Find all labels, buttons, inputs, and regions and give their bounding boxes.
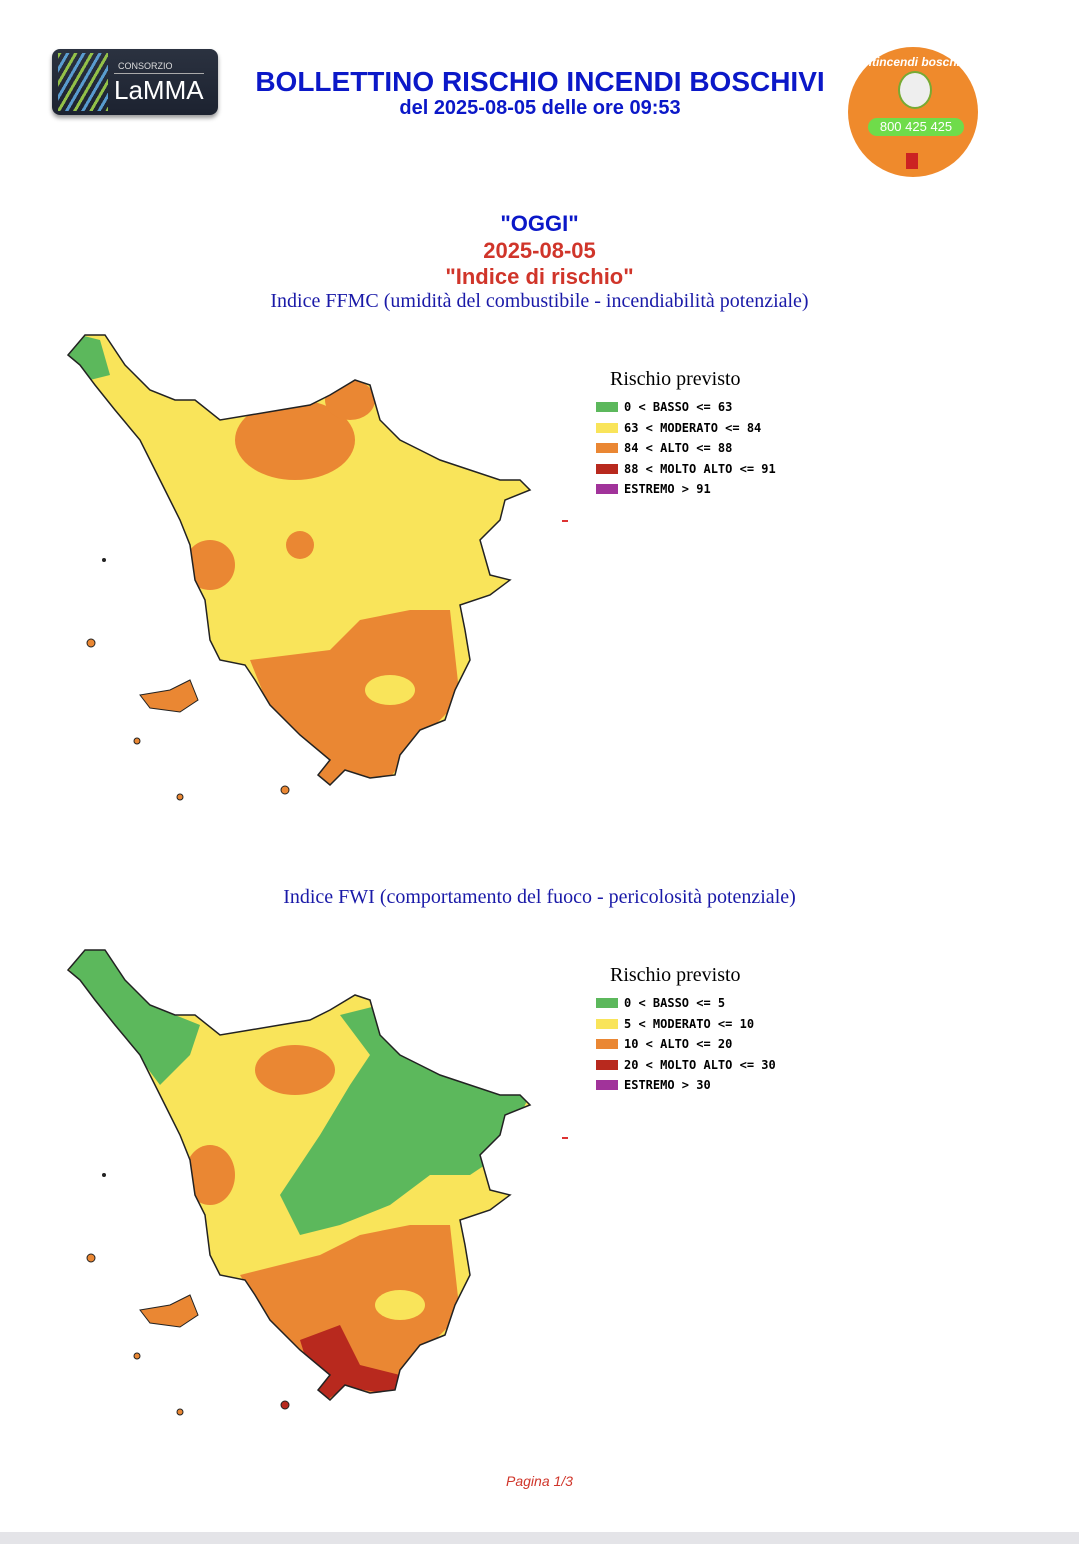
index-heading: "Indice di rischio" bbox=[445, 264, 634, 289]
ffmc-title: Indice FFMC (umidità del combustibile - … bbox=[270, 290, 809, 312]
legend-item-molto-alto: 88 < MOLTO ALTO <= 91 bbox=[596, 459, 776, 480]
legend-item-basso: 0 < BASSO <= 63 bbox=[596, 397, 776, 418]
isola-elba bbox=[139, 679, 199, 713]
ffmc-map bbox=[67, 334, 531, 801]
island bbox=[86, 1253, 96, 1263]
region-alto bbox=[235, 400, 355, 480]
isola-elba bbox=[139, 1294, 199, 1328]
region-alto bbox=[185, 1145, 235, 1205]
page-number: Pagina 1/3 bbox=[506, 1473, 573, 1489]
island bbox=[86, 638, 96, 648]
island bbox=[102, 1173, 106, 1177]
region-moderato bbox=[68, 335, 530, 785]
island bbox=[280, 785, 290, 795]
island bbox=[176, 793, 184, 801]
logo-consorzio: CONSORZIO bbox=[118, 61, 173, 71]
legend-item-alto: 84 < ALTO <= 88 bbox=[596, 438, 776, 459]
antincendi-badge: Antincendi boschivi 800 425 425 bbox=[848, 47, 978, 177]
island bbox=[133, 1352, 141, 1360]
island bbox=[133, 737, 141, 745]
legend-item-basso: 0 < BASSO <= 5 bbox=[596, 993, 776, 1014]
fwi-map bbox=[67, 949, 531, 1416]
legend-item-moderato: 63 < MODERATO <= 84 bbox=[596, 418, 776, 439]
legend-title: Rischio previsto bbox=[610, 964, 741, 986]
day-date: 2025-08-05 bbox=[483, 238, 596, 263]
legend-title: Rischio previsto bbox=[610, 368, 741, 390]
fwi-title: Indice FWI (comportamento del fuoco - pe… bbox=[283, 886, 796, 908]
region-basso bbox=[280, 1005, 530, 1235]
island bbox=[280, 1400, 290, 1410]
region-crest-icon bbox=[906, 153, 918, 169]
region-alto bbox=[286, 531, 314, 559]
legend-item-alto: 10 < ALTO <= 20 bbox=[596, 1034, 776, 1055]
region-moderato bbox=[375, 1290, 425, 1320]
legend-item-moderato: 5 < MODERATO <= 10 bbox=[596, 1014, 776, 1035]
region-alto bbox=[325, 380, 375, 420]
marker bbox=[562, 1137, 568, 1139]
badge-phone: 800 425 425 bbox=[868, 118, 964, 136]
region-molto-alto bbox=[300, 1325, 400, 1400]
island bbox=[176, 1408, 184, 1416]
bulletin-subtitle: del 2025-08-05 delle ore 09:53 bbox=[399, 97, 681, 119]
ffmc-legend: Rischio previsto 0 < BASSO <= 63 63 < MO… bbox=[596, 368, 776, 500]
island bbox=[102, 558, 106, 562]
legend-item-molto-alto: 20 < MOLTO ALTO <= 30 bbox=[596, 1055, 776, 1076]
logo-stripes-icon bbox=[58, 53, 108, 111]
region-moderato bbox=[365, 675, 415, 705]
lamma-logo: CONSORZIO LaMMA bbox=[52, 49, 218, 115]
mascot-icon bbox=[898, 71, 932, 109]
legend-item-estremo: ESTREMO > 91 bbox=[596, 479, 776, 500]
region-basso bbox=[68, 950, 200, 1085]
fwi-legend: Rischio previsto 0 < BASSO <= 5 5 < MODE… bbox=[596, 964, 776, 1096]
marker bbox=[562, 520, 568, 522]
bulletin-title: BOLLETTINO RISCHIO INCENDI BOSCHIVI bbox=[255, 66, 825, 97]
page-gap bbox=[0, 1532, 1079, 1544]
region-alto bbox=[185, 540, 235, 590]
logo-name: LaMMA bbox=[114, 73, 204, 105]
region-alto bbox=[255, 1045, 335, 1095]
legend-item-estremo: ESTREMO > 30 bbox=[596, 1075, 776, 1096]
badge-text: Antincendi boschivi bbox=[855, 55, 970, 69]
day-label: "OGGI" bbox=[500, 211, 579, 236]
